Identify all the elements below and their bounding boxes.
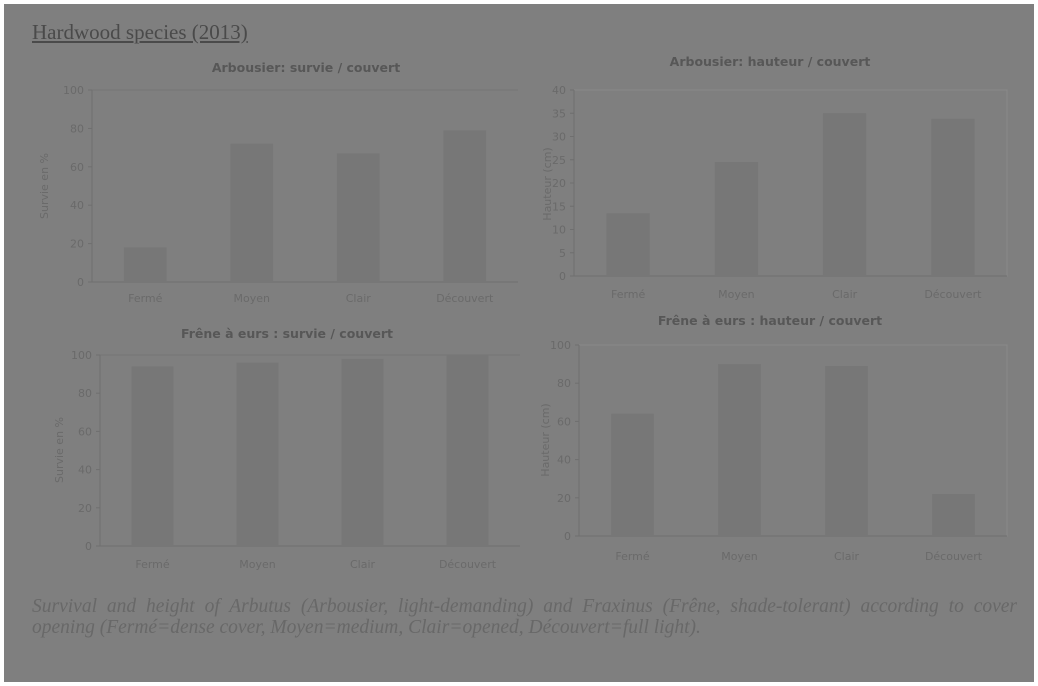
chart-fra-hauteur: Frêne à eurs : hauteur / couvert 0 20 40 60 8… — [539, 313, 1008, 563]
category-label: Découvert — [924, 288, 982, 301]
bar — [341, 358, 384, 546]
y-tick-label: 10 — [552, 224, 566, 237]
y-tick-label: 40 — [557, 454, 571, 467]
bar — [443, 130, 487, 282]
chart-arb-hauteur: Arbousier: hauteur / couvert 0 5 10 15 20 25 30… — [541, 54, 1008, 301]
y-tick-label: 60 — [78, 425, 92, 438]
y-tick-label: 40 — [78, 464, 92, 477]
chart-title: Frêne à eurs : survie / couvert — [181, 326, 393, 341]
bar — [718, 364, 761, 536]
y-tick-label: 100 — [550, 339, 571, 352]
bar — [336, 153, 380, 282]
y-tick-label: 35 — [552, 107, 566, 120]
y-axis-label: Survie en % — [53, 417, 66, 483]
bar — [931, 118, 975, 276]
y-tick-label: 25 — [552, 154, 566, 167]
y-tick-label: 20 — [557, 492, 571, 505]
y-tick-label: 5 — [559, 247, 566, 260]
chart-title: Frêne à eurs : hauteur / couvert — [658, 313, 882, 328]
y-tick-label: 60 — [70, 161, 84, 174]
y-tick-label: 15 — [552, 200, 566, 213]
category-label: Clair — [834, 550, 860, 563]
category-label: Clair — [350, 558, 376, 571]
charts-canvas: Arbousier: survie / couvert020406080100S… — [38, 54, 1008, 571]
bar — [822, 113, 867, 276]
category-label: Fermé — [611, 288, 646, 301]
category-label: Fermé — [128, 292, 163, 305]
y-tick-label: 40 — [70, 199, 84, 212]
category-label: Fermé — [135, 558, 170, 571]
y-tick-label: 0 — [564, 530, 571, 543]
bar — [230, 143, 274, 282]
y-tick-label: 0 — [85, 540, 92, 553]
y-tick-label: 80 — [557, 377, 571, 390]
bar — [932, 493, 975, 536]
y-tick-label: 100 — [63, 84, 84, 97]
bar — [236, 362, 279, 546]
figure-panel: Hardwood species (2013) Arbousier: survi… — [4, 4, 1034, 682]
bar — [606, 213, 650, 276]
y-tick-label: 40 — [552, 84, 566, 97]
category-label: Découvert — [439, 558, 497, 571]
y-tick-label: 30 — [552, 131, 566, 144]
category-label: Moyen — [239, 558, 275, 571]
y-tick-label: 20 — [70, 238, 84, 251]
bar — [825, 366, 868, 536]
y-axis-label: Survie en % — [38, 153, 51, 219]
y-axis-label: Hauteur (cm) — [541, 147, 554, 220]
category-label: Moyen — [721, 550, 757, 563]
y-tick-label: 80 — [78, 387, 92, 400]
bar — [714, 162, 759, 276]
y-tick-label: 100 — [71, 349, 92, 362]
category-label: Moyen — [718, 288, 754, 301]
figure-caption: Survival and height of Arbutus (Arbousie… — [32, 596, 1017, 638]
y-tick-label: 0 — [77, 276, 84, 289]
category-label: Fermé — [615, 550, 650, 563]
chart-title: Arbousier: survie / couvert — [212, 60, 400, 75]
category-label: Découvert — [436, 292, 494, 305]
y-tick-label: 60 — [557, 415, 571, 428]
category-label: Découvert — [925, 550, 983, 563]
bar — [131, 366, 174, 546]
bar — [123, 247, 167, 282]
bar — [446, 355, 489, 546]
y-tick-label: 20 — [552, 177, 566, 190]
y-tick-label: 20 — [78, 502, 92, 515]
page-heading: Hardwood species (2013) — [32, 20, 248, 44]
y-axis-label: Hauteur (cm) — [539, 403, 552, 476]
chart-fra-survie: Frêne à eurs : survie / couvert 0 20 40 60 80… — [53, 326, 520, 571]
category-label: Moyen — [234, 292, 270, 305]
category-label: Clair — [832, 288, 858, 301]
bar — [611, 413, 654, 536]
y-tick-label: 0 — [559, 270, 566, 283]
chart-title: Arbousier: hauteur / couvert — [670, 54, 871, 69]
y-tick-label: 80 — [70, 122, 84, 135]
chart-arb-survie: Arbousier: survie / couvert 0 20 40 60 80 100 S… — [38, 60, 518, 305]
category-label: Clair — [346, 292, 372, 305]
